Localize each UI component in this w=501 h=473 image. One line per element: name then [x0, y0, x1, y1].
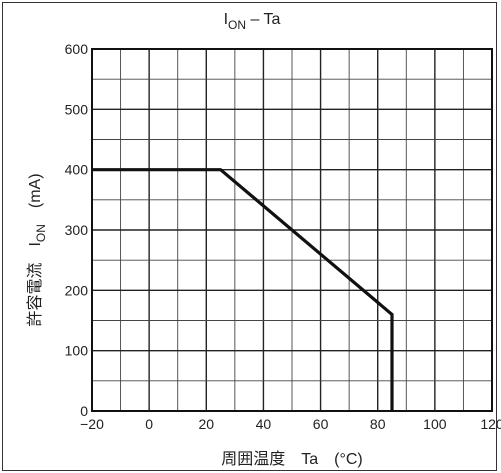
series-group	[92, 168, 394, 411]
x-tick-labels: −20 0 20 40 60 80 100 120	[80, 416, 501, 432]
x-tick-label: 100	[423, 416, 447, 432]
y-tick-label: 0	[80, 403, 88, 419]
y-axis-label: 許容電流ION(mA)	[26, 173, 48, 326]
chart-title: ION – Ta	[224, 11, 281, 32]
x-tick-label: 80	[370, 416, 386, 432]
x-tick-label: 40	[256, 416, 272, 432]
chart-frame	[2, 2, 497, 471]
y-tick-label: 200	[65, 282, 89, 298]
x-tick-label: 20	[198, 416, 214, 432]
series-line	[92, 168, 394, 411]
x-tick-label: 60	[313, 416, 329, 432]
x-tick-label: 120	[480, 416, 501, 432]
y-tick-label: 300	[65, 222, 89, 238]
y-tick-label: 100	[65, 343, 89, 359]
x-tick-label: −20	[80, 416, 104, 432]
x-axis-label: 周囲温度 Ta (°C)	[221, 450, 363, 468]
y-tick-label: 600	[65, 41, 89, 57]
y-tick-labels: 0 100 200 300 400 500 600	[65, 41, 89, 419]
x-tick-label: 0	[145, 416, 153, 432]
y-tick-label: 400	[65, 162, 89, 178]
y-tick-label: 500	[65, 101, 89, 117]
plot-border	[91, 48, 493, 412]
